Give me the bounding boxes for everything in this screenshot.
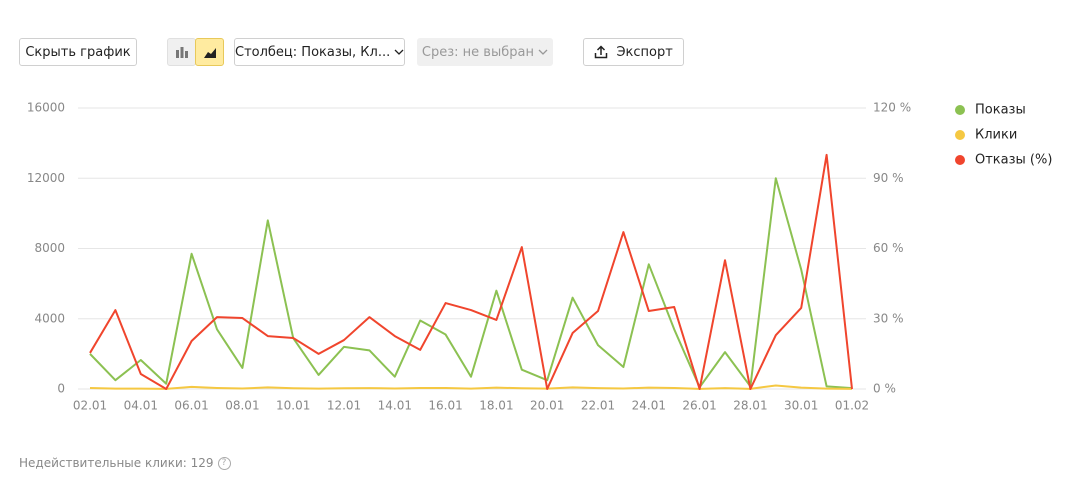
- y2-tick-label: 60 %: [873, 241, 904, 255]
- x-tick-label: 04.01: [124, 399, 158, 413]
- x-tick-label: 26.01: [682, 399, 716, 413]
- y2-tick-label: 120 %: [873, 101, 911, 115]
- area-view-button[interactable]: [195, 38, 224, 66]
- x-tick-label: 22.01: [581, 399, 615, 413]
- legend-marker: [955, 155, 965, 165]
- invalid-clicks: Недействительные клики: 129: [19, 456, 214, 470]
- x-tick-label: 14.01: [378, 399, 412, 413]
- y-tick-label: 4000: [34, 311, 65, 325]
- x-tick-label: 18.01: [479, 399, 513, 413]
- x-tick-label: 02.01: [73, 399, 107, 413]
- bar-icon: [175, 47, 188, 58]
- slice-dropdown: Срез: не выбран: [417, 38, 553, 66]
- series-line: [89, 153, 853, 390]
- y-tick-label: 8000: [34, 241, 65, 255]
- footer: Недействительные клики: 129?: [19, 456, 231, 470]
- x-tick-label: 30.01: [784, 399, 818, 413]
- slice-label: Срез: не выбран: [421, 44, 534, 60]
- x-tick-label: 24.01: [632, 399, 666, 413]
- x-tick-label: 08.01: [225, 399, 259, 413]
- x-tick-label: 20.01: [530, 399, 564, 413]
- legend-label: Клики: [975, 128, 1017, 143]
- x-tick-label: 12.01: [327, 399, 361, 413]
- x-tick-label: 16.01: [428, 399, 462, 413]
- chevron: [394, 49, 404, 55]
- y-tick-label: 12000: [27, 171, 65, 185]
- series-line: [89, 384, 853, 390]
- legend-label: Показы: [975, 103, 1026, 118]
- chart: 0 4000 8000 12000 16000 0 % 30 % 60 % 90 % 120 % 0…: [27, 101, 1053, 413]
- legend-marker: [955, 105, 965, 115]
- x-tick-label: 01.02: [835, 399, 869, 413]
- legend-label: Отказы (%): [975, 153, 1052, 168]
- help-icon[interactable]: ?: [217, 456, 231, 470]
- y-tick-label: 16000: [27, 101, 65, 115]
- x-tick-label: 28.01: [733, 399, 767, 413]
- y-tick-label: 0: [57, 382, 65, 396]
- y2-tick-label: 90 %: [873, 171, 904, 185]
- series-line: [89, 177, 853, 390]
- legend-marker: [955, 130, 965, 140]
- x-tick-label: 10.01: [276, 399, 310, 413]
- export-label: Экспорт: [616, 44, 673, 60]
- legend: Показы Клики Отказы (%): [955, 103, 1052, 168]
- export-icon: [594, 45, 608, 59]
- column-label: Столбец: Показы, Кл...: [235, 44, 391, 60]
- area-icon: [203, 48, 216, 58]
- y2-tick-label: 0 %: [873, 382, 896, 396]
- export-button[interactable]: Экспорт: [583, 38, 684, 66]
- column-dropdown[interactable]: Столбец: Показы, Кл...: [234, 38, 405, 66]
- hide-chart-button[interactable]: Скрыть график: [19, 38, 137, 66]
- bar-view-button[interactable]: [167, 38, 196, 66]
- chevron: [538, 49, 548, 55]
- x-tick-label: 06.01: [174, 399, 208, 413]
- y2-tick-label: 30 %: [873, 311, 904, 325]
